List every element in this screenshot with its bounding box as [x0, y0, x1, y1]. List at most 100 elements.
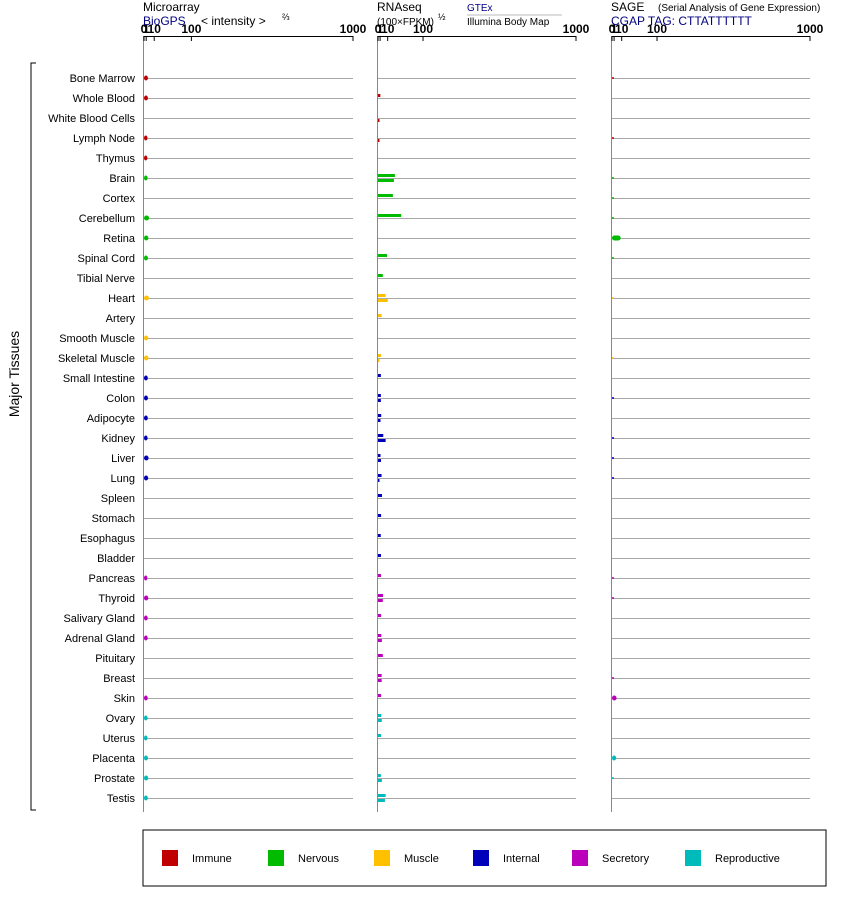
microarray-exponent: ⅔ [282, 12, 290, 22]
microarray-bar [144, 715, 148, 721]
tissue-label: Tibial Nerve [77, 273, 135, 285]
legend-label: Secretory [602, 853, 650, 865]
sage-bar [612, 597, 614, 599]
tissue-label: Spinal Cord [78, 253, 135, 265]
gtex-bar [378, 314, 382, 317]
tissue-label: Bladder [97, 553, 135, 565]
gtex-bar [378, 594, 383, 597]
gtex-bar [378, 274, 383, 277]
illumina-bar [378, 179, 394, 182]
rnaseq-tick-label: 0 [375, 22, 382, 36]
sage-bar [612, 137, 614, 139]
sage-bar [612, 357, 614, 359]
tissue-label: Pituitary [95, 653, 135, 665]
microarray-tick-label: 10 [148, 22, 162, 36]
tissue-label: Skin [114, 693, 135, 705]
tissue-label: Skeletal Muscle [58, 353, 135, 365]
tissue-label: Artery [106, 313, 136, 325]
illumina-bar [378, 799, 385, 802]
tissue-label: Ovary [106, 713, 136, 725]
microarray-bar [144, 135, 148, 141]
major-tissues-bracket [30, 62, 36, 811]
rnaseq-tick-label: 100 [413, 22, 433, 36]
sage-bar [612, 197, 614, 199]
sage-tag-label: CGAP TAG: CTTATTTTTT [611, 14, 753, 28]
tissue-label: Colon [106, 393, 135, 405]
microarray-bar [144, 335, 149, 341]
rnaseq-tick-label: 10 [381, 22, 395, 36]
tissue-label: Small Intestine [63, 373, 135, 385]
microarray-bar [144, 455, 149, 461]
microarray-bar [144, 735, 148, 741]
tissue-label: Retina [103, 233, 136, 245]
y-axis-title: Major Tissues [6, 331, 22, 417]
microarray-header: Microarray BioGPS < intensity > ⅔ [143, 0, 290, 28]
gtex-bar [378, 374, 381, 377]
tissue-label: Smooth Muscle [59, 333, 135, 345]
tissue-label: Lung [111, 473, 135, 485]
microarray-bar [144, 415, 148, 421]
sage-title: SAGE [611, 0, 644, 14]
illumina-bar [378, 359, 380, 362]
tissue-label: Thymus [96, 153, 136, 165]
rnaseq-tick-label: 1000 [563, 22, 590, 36]
tissue-label: Testis [107, 793, 136, 805]
gtex-bar [378, 294, 386, 297]
illumina-bar [378, 459, 381, 462]
sage-bar [612, 297, 614, 299]
microarray-bar [144, 235, 149, 241]
tissue-label: Kidney [101, 433, 135, 445]
sage-bar [612, 77, 614, 79]
illumina-series-label: Illumina Body Map [467, 17, 550, 28]
tissue-label: Placenta [92, 753, 136, 765]
legend-swatch [268, 850, 284, 866]
expression-bars [144, 75, 621, 802]
tissue-label: Lymph Node [73, 133, 135, 145]
legend-label: Reproductive [715, 853, 780, 865]
microarray-source: BioGPS [143, 14, 186, 28]
microarray-measure: < intensity > [201, 14, 266, 28]
sage-header: SAGE (Serial Analysis of Gene Expression… [611, 0, 820, 28]
gtex-bar [378, 414, 382, 417]
gtex-bar [378, 794, 386, 797]
microarray-tick-label: 0 [141, 22, 148, 36]
illumina-bar [378, 139, 380, 142]
gtex-bar [378, 674, 382, 677]
microarray-bar [144, 575, 148, 581]
tissue-label: Heart [108, 293, 135, 305]
microarray-bar [144, 595, 149, 601]
gtex-bar [378, 494, 382, 497]
gtex-bar [378, 654, 383, 657]
microarray-bar [144, 755, 148, 761]
tissue-label: Whole Blood [73, 93, 135, 105]
sage-bar [612, 457, 614, 459]
gtex-bar [378, 714, 382, 717]
row-gridlines [144, 78, 810, 799]
gtex-bar [378, 474, 382, 477]
gtex-bar [378, 634, 382, 637]
microarray-bar [144, 155, 148, 161]
sage-tick-label: 1 [611, 22, 618, 36]
rnaseq-tick-label: 1 [377, 22, 384, 36]
microarray-bar [144, 695, 148, 701]
microarray-bar [144, 615, 148, 621]
sage-bar [612, 217, 614, 219]
sage-bar [612, 177, 614, 179]
illumina-bar [378, 299, 388, 302]
legend-swatch [374, 850, 390, 866]
illumina-bar [378, 679, 382, 682]
rnaseq-header: RNAseq (100×FPKM) ½ GTEx Illumina Body M… [377, 0, 562, 28]
microarray-bar [144, 395, 148, 401]
sage-bar [612, 695, 617, 701]
legend-swatch [162, 850, 178, 866]
sage-bar [612, 397, 614, 399]
tissue-labels: Bone Marrow Whole Blood White Blood Cells L… [48, 73, 136, 805]
sage-bar [612, 235, 621, 241]
tissue-label: Brain [109, 173, 135, 185]
sage-tick-label: 0 [609, 22, 616, 36]
legend-swatch [473, 850, 489, 866]
sage-bar [612, 777, 614, 779]
microarray-bar [144, 95, 148, 101]
gtex-bar [378, 254, 388, 257]
